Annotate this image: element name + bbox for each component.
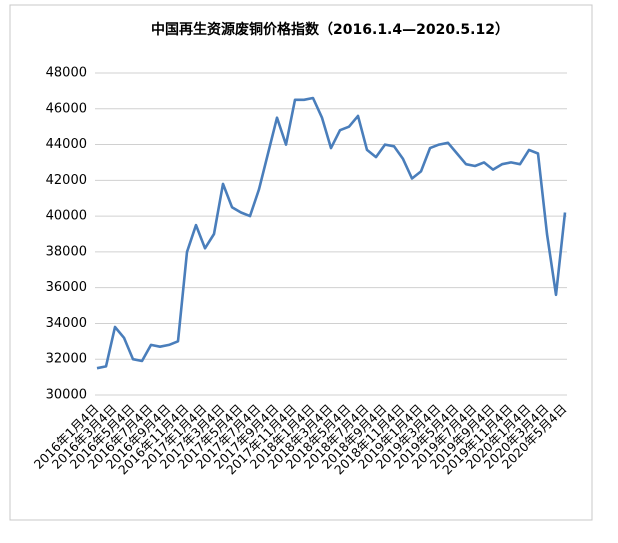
y-tick-label: 36000: [46, 280, 87, 295]
y-tick-label: 46000: [46, 101, 87, 116]
y-tick-label: 48000: [46, 66, 87, 81]
y-tick-label: 32000: [46, 352, 87, 367]
data-line: [96, 96, 567, 370]
y-tick-label: 40000: [46, 209, 87, 224]
y-tick-label: 30000: [46, 388, 87, 403]
y-tick-label: 34000: [46, 316, 87, 331]
y-tick-label: 44000: [46, 137, 87, 152]
y-tick-label: 42000: [46, 173, 87, 188]
chart-title: 中国再生资源废铜价格指数（2016.1.4—2020.5.12）: [151, 21, 509, 38]
y-tick-label: 38000: [46, 244, 87, 259]
chart-frame: [9, 4, 593, 521]
